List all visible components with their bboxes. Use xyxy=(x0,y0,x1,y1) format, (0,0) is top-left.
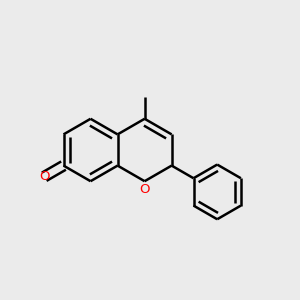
Text: O: O xyxy=(39,170,50,183)
Text: O: O xyxy=(140,182,150,196)
